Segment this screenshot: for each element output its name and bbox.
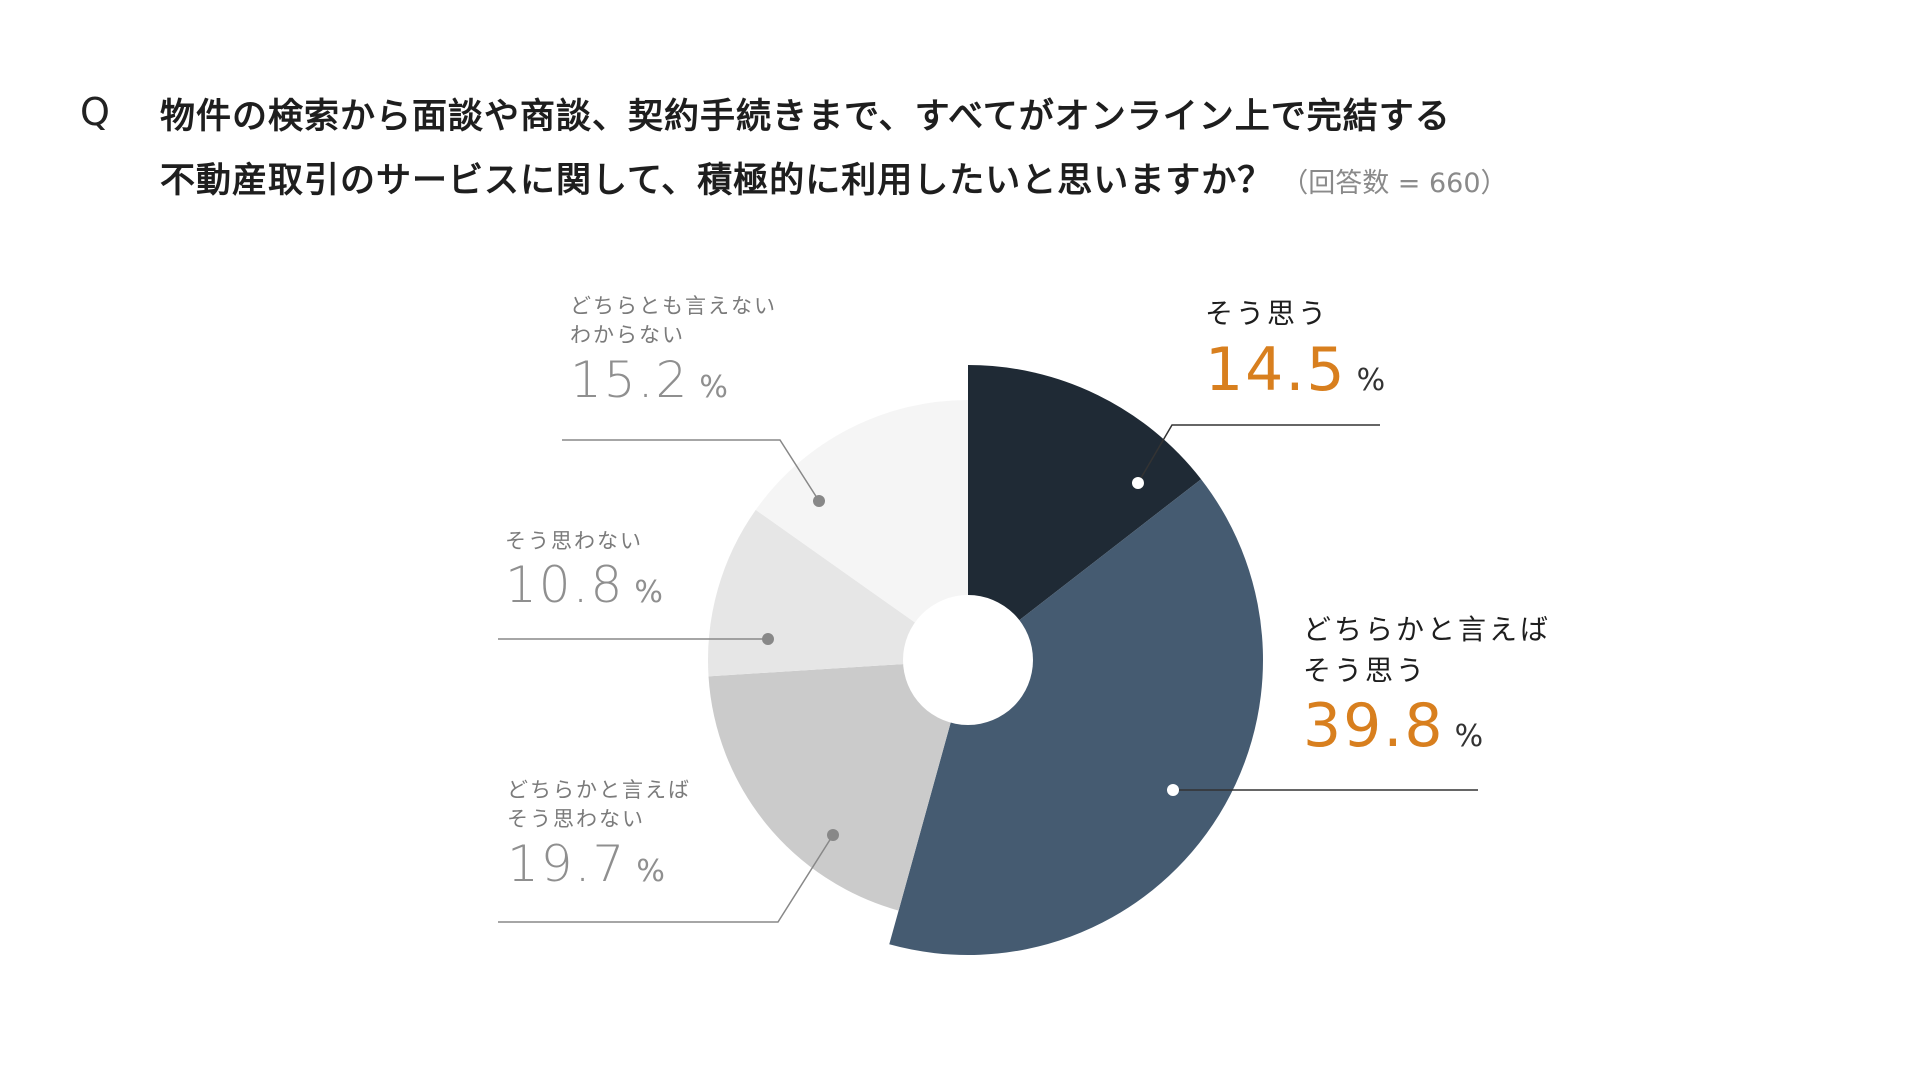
leader-dot-neutral — [813, 495, 825, 507]
question-line-1: 物件の検索から面談や商談、契約手続きまで、すべてがオンライン上で完結する — [160, 97, 1451, 137]
label-disagree-unit: % — [634, 575, 663, 611]
label-neutral-unit: % — [699, 369, 728, 405]
label-disagree-value: 10.8 — [505, 556, 625, 615]
label-neutral-name-1: どちらとも言えない — [570, 294, 777, 318]
leader-line-strongly-agree — [1137, 424, 1380, 484]
label-somewhat-disagree-name-1: どちらかと言えば — [507, 778, 691, 802]
label-neutral: どちらとも言えない わからない 15.2 % — [570, 292, 777, 409]
leader-dot-somewhat-disagree — [827, 829, 839, 841]
question-mark: Q — [80, 90, 110, 134]
label-somewhat-agree-name-2: そう思う — [1303, 653, 1428, 687]
donut-hole — [903, 595, 1033, 725]
pie-slice-somewhat-agree — [889, 479, 1263, 955]
label-somewhat-agree-name-1: どちらかと言えば — [1303, 613, 1552, 646]
leader-dot-strongly-agree — [1132, 477, 1144, 489]
label-somewhat-disagree: どちらかと言えば そう思わない 19.7 % — [507, 776, 691, 893]
label-neutral-name-2: わからない — [570, 323, 685, 348]
label-somewhat-disagree-name-2: そう思わない — [507, 807, 645, 832]
response-count: （回答数 = 660） — [1281, 168, 1508, 199]
label-strongly-agree-unit: % — [1356, 362, 1386, 398]
pie-slice-strongly-agree — [968, 365, 1202, 660]
label-somewhat-agree-unit: % — [1454, 719, 1484, 755]
label-somewhat-agree-value: 39.8 — [1303, 691, 1445, 762]
label-neutral-value: 15.2 — [570, 350, 690, 409]
leader-line-somewhat-disagree — [498, 834, 834, 923]
question-line-2-text: 不動産取引のサービスに関して、積極的に利用したいと思いますか？ — [160, 161, 1274, 201]
leader-dot-somewhat-agree — [1167, 784, 1179, 796]
question-line-2: 不動産取引のサービスに関して、積極的に利用したいと思いますか？ （回答数 = 66… — [160, 152, 1508, 203]
label-somewhat-disagree-value: 19.7 — [507, 834, 627, 893]
pie-slice-somewhat-disagree — [708, 660, 968, 911]
label-somewhat-agree: どちらかと言えば そう思う 39.8 % — [1303, 610, 1551, 761]
label-disagree: そう思わない 10.8 % — [505, 527, 663, 614]
label-strongly-agree-value: 14.5 — [1205, 334, 1347, 405]
pie-slice-neutral — [755, 400, 968, 660]
label-somewhat-disagree-unit: % — [636, 853, 665, 889]
label-strongly-agree: そう思う 14.5 % — [1205, 294, 1385, 405]
leader-dot-disagree — [762, 633, 774, 645]
label-disagree-name: そう思わない — [505, 529, 643, 553]
label-strongly-agree-name: そう思う — [1205, 297, 1330, 330]
pie-slice-disagree — [707, 509, 968, 677]
leader-line-neutral — [562, 439, 820, 502]
